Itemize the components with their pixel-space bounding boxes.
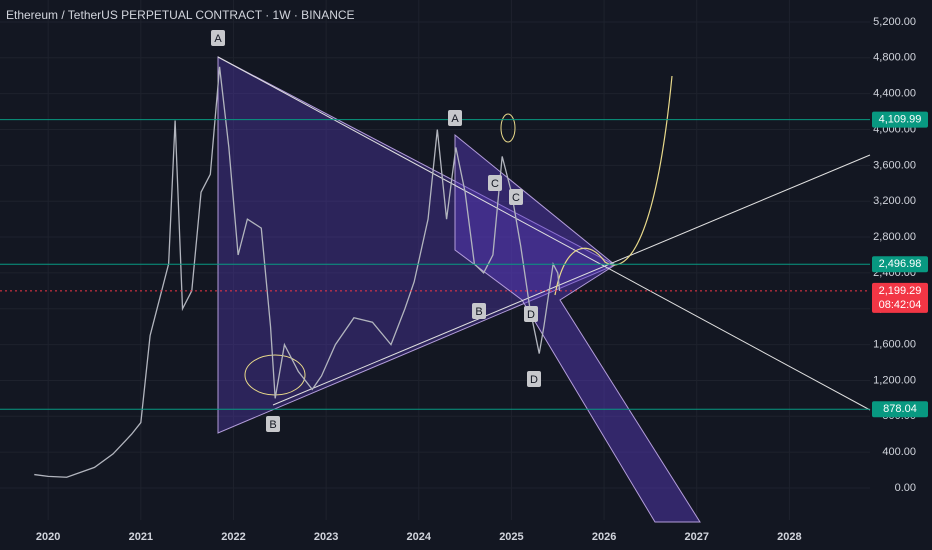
price-label-bg xyxy=(872,282,928,313)
wave-label: C xyxy=(491,178,499,190)
y-tick-label: 0.00 xyxy=(895,482,916,494)
drawings xyxy=(217,56,871,523)
wave-label: C xyxy=(512,192,520,204)
x-tick-label: 2026 xyxy=(592,531,616,543)
y-tick-label: 1,600.00 xyxy=(873,339,916,351)
x-tick-label: 2022 xyxy=(221,531,245,543)
time-axis xyxy=(0,525,932,550)
x-tick-label: 2027 xyxy=(684,531,708,543)
x-tick-label: 2020 xyxy=(36,531,60,543)
wave-label: D xyxy=(527,309,535,321)
wave-label: B xyxy=(475,306,482,318)
wave-label: A xyxy=(214,33,222,45)
countdown: 08:42:04 xyxy=(879,299,922,311)
x-tick-label: 2028 xyxy=(777,531,801,543)
x-tick-label: 2021 xyxy=(129,531,153,543)
y-tick-label: 400.00 xyxy=(882,446,916,458)
wave-label: D xyxy=(530,374,538,386)
x-tick-label: 2023 xyxy=(314,531,338,543)
price-label-bg xyxy=(872,111,928,128)
wave-label-bg xyxy=(448,110,462,126)
wave-label: A xyxy=(451,113,459,125)
price-label: 2,199.29 xyxy=(879,285,922,297)
chart-title: Ethereum / TetherUS PERPETUAL CONTRACT ·… xyxy=(6,8,355,22)
highlight-ellipse xyxy=(500,113,516,143)
price-label-bg xyxy=(872,256,928,273)
x-tick-label: 2024 xyxy=(407,531,432,543)
price-label: 2,496.98 xyxy=(879,258,922,270)
grid xyxy=(0,0,870,520)
y-tick-label: 1,200.00 xyxy=(873,374,916,386)
wave-label-bg xyxy=(266,416,280,432)
price-label-bg xyxy=(872,401,928,418)
wave-label-bg xyxy=(472,303,486,319)
price-label: 4,109.99 xyxy=(879,114,922,126)
x-tick-label: 2025 xyxy=(499,531,523,543)
y-tick-label: 3,600.00 xyxy=(873,159,916,171)
triangle-pattern xyxy=(217,56,617,434)
wave-label-bg xyxy=(509,189,523,205)
price-line xyxy=(34,66,561,478)
y-tick-label: 3,200.00 xyxy=(873,195,916,207)
wave-label-bg xyxy=(488,175,502,191)
wave-label-bg xyxy=(524,306,538,322)
y-tick-label: 2,800.00 xyxy=(873,231,916,243)
wave-label-bg xyxy=(211,30,225,46)
y-tick-label: 5,200.00 xyxy=(873,16,916,28)
y-tick-label: 4,800.00 xyxy=(873,52,916,64)
trend-line xyxy=(217,56,871,411)
wedge-pattern xyxy=(454,133,701,523)
y-tick-label: 4,400.00 xyxy=(873,88,916,100)
price-label: 878.04 xyxy=(883,403,917,415)
wave-label-bg xyxy=(527,371,541,387)
wave-label: B xyxy=(269,419,276,431)
trend-line xyxy=(272,154,871,406)
